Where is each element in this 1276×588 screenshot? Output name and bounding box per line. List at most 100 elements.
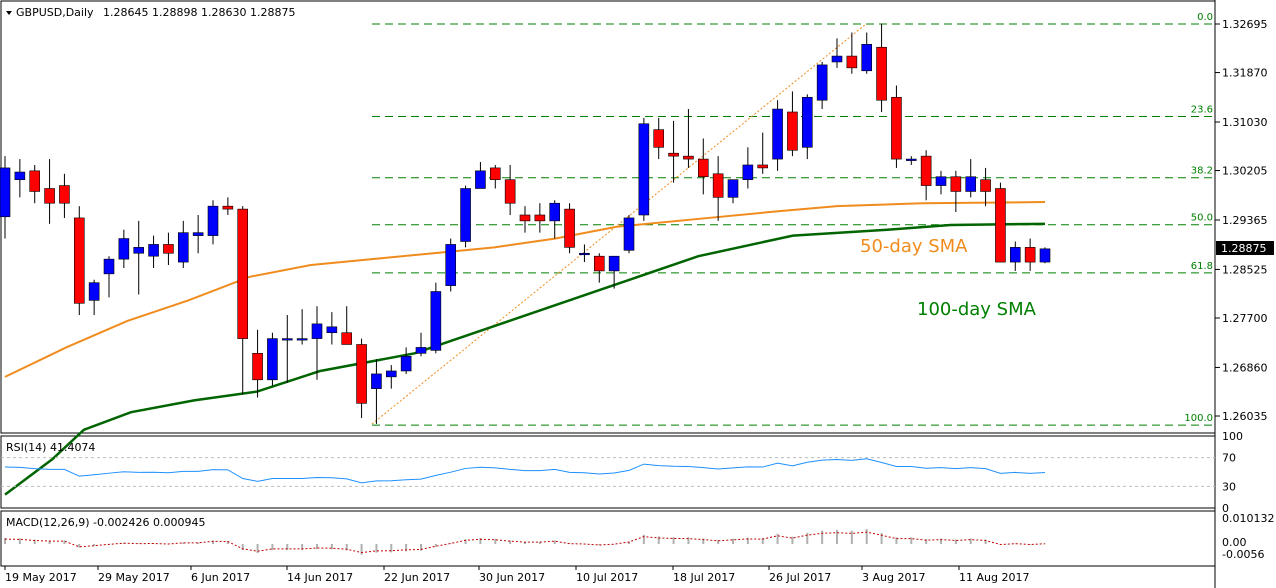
candle-body xyxy=(772,108,783,160)
candle-body xyxy=(697,158,709,178)
ohlc-values: 1.28645 1.28898 1.28630 1.28875 xyxy=(103,6,295,19)
candle-body xyxy=(653,129,665,148)
date-tick-label: 3 Aug 2017 xyxy=(862,571,925,584)
date-tick-label: 6 Jun 2017 xyxy=(191,571,250,584)
candle-body xyxy=(831,55,843,63)
candle-body xyxy=(801,96,813,148)
fib-level-label: 100.0 xyxy=(1184,413,1213,424)
candle-body xyxy=(920,155,932,186)
candle-body xyxy=(683,155,694,160)
rsi-panel xyxy=(0,435,1216,509)
candle-body xyxy=(1039,248,1051,263)
fib-level-label: 61.8 xyxy=(1191,261,1213,272)
macd-tick-label: -0.0056 xyxy=(1222,548,1264,561)
candle-body xyxy=(222,205,234,210)
rsi-tick-label: 100 xyxy=(1222,430,1243,443)
candle-body xyxy=(29,170,41,192)
rsi-tick-label: 30 xyxy=(1222,480,1236,493)
candle-body xyxy=(133,247,145,254)
candle-body xyxy=(891,96,902,160)
date-tick-label: 19 May 2017 xyxy=(5,571,77,584)
candle-body xyxy=(14,171,26,180)
candle-body xyxy=(163,244,174,254)
rsi-tick-label: 0 xyxy=(1222,502,1229,515)
candle-body xyxy=(371,373,382,389)
candle-body xyxy=(237,208,249,339)
price-tick-label: 1.31030 xyxy=(1222,116,1268,129)
date-tick-label: 29 May 2017 xyxy=(98,571,170,584)
candle-body xyxy=(534,214,546,222)
macd-tick-label: 0.00 xyxy=(1222,536,1247,549)
candle-body xyxy=(400,355,412,372)
rsi-line xyxy=(4,458,1046,484)
candle-body xyxy=(787,111,798,151)
candle-body xyxy=(846,55,858,69)
moving-averages xyxy=(4,201,1046,496)
candle-body xyxy=(564,208,575,248)
date-tick-label: 10 Jul 2017 xyxy=(576,571,638,584)
candle-body xyxy=(177,232,189,263)
candle-body xyxy=(593,255,605,272)
candle-body xyxy=(356,344,367,404)
price-tick-label: 1.32695 xyxy=(1222,18,1268,31)
candle-body xyxy=(88,282,100,301)
candle-body xyxy=(504,179,516,204)
date-tick-label: 22 Jun 2017 xyxy=(384,571,450,584)
symbol-label: GBPUSD,Daily xyxy=(16,6,94,19)
sma50-annotation: 50-day SMA xyxy=(860,236,968,257)
candle-body xyxy=(965,176,977,192)
candle-body xyxy=(742,164,754,180)
candle-body xyxy=(757,164,769,169)
candle-body xyxy=(623,217,635,251)
candle-body xyxy=(44,188,55,204)
rsi-label: RSI(14) 41.4074 xyxy=(6,441,95,454)
fib-level-label: 0.0 xyxy=(1197,12,1213,23)
price-tick-label: 1.30205 xyxy=(1222,165,1268,178)
candle-body xyxy=(876,46,887,101)
macd-indicator: 0.010132 0.00-0.0056 xyxy=(4,512,1275,561)
candle-body xyxy=(935,176,947,186)
fib-level-label: 50.0 xyxy=(1191,213,1213,224)
macd-signal-line xyxy=(4,531,1046,554)
collapse-triangle-icon[interactable] xyxy=(6,11,12,15)
candle-body xyxy=(549,202,561,222)
candle-body xyxy=(445,244,457,286)
candle-body xyxy=(668,152,679,157)
sma50-line xyxy=(4,201,1046,378)
candle-body xyxy=(0,167,11,218)
sma100-annotation: 100-day SMA xyxy=(917,299,1037,320)
candle-body xyxy=(608,255,620,272)
candle-body xyxy=(148,244,159,257)
candle-body xyxy=(712,173,724,198)
candle-body xyxy=(519,214,531,222)
fib-level-label: 38.2 xyxy=(1191,166,1213,177)
candle-body xyxy=(579,252,590,256)
candle-body xyxy=(430,291,442,351)
candle-body xyxy=(489,167,501,180)
candle-body xyxy=(816,64,828,101)
candle-body xyxy=(475,170,486,189)
date-tick-label: 18 Jul 2017 xyxy=(673,571,735,584)
candle-body xyxy=(638,123,650,216)
candle-body xyxy=(460,188,471,242)
candle-body xyxy=(1009,247,1021,263)
rsi-indicator: 100 70 30 0 xyxy=(1,430,1243,515)
candle-body xyxy=(415,347,427,354)
sma100-line xyxy=(4,222,1046,496)
date-tick-label: 14 Jun 2017 xyxy=(287,571,353,584)
price-tick-label: 1.26860 xyxy=(1222,361,1268,374)
candle-body xyxy=(727,179,739,198)
date-axis: 19 May 2017 29 May 2017 6 Jun 2017 14 Jun 2… xyxy=(4,566,1029,584)
fib-trendline xyxy=(371,23,867,425)
candle-body xyxy=(995,188,1006,263)
candle-body xyxy=(281,338,293,341)
candle-body xyxy=(73,217,85,304)
price-tick-label: 1.28525 xyxy=(1222,263,1268,276)
candle-body xyxy=(192,232,204,236)
candle-body xyxy=(1024,247,1036,263)
candle-body xyxy=(207,205,219,236)
price-tick-label: 1.29365 xyxy=(1222,214,1268,227)
price-tick-label: 1.26035 xyxy=(1222,410,1268,423)
price-tick-label: 1.27700 xyxy=(1222,312,1268,325)
